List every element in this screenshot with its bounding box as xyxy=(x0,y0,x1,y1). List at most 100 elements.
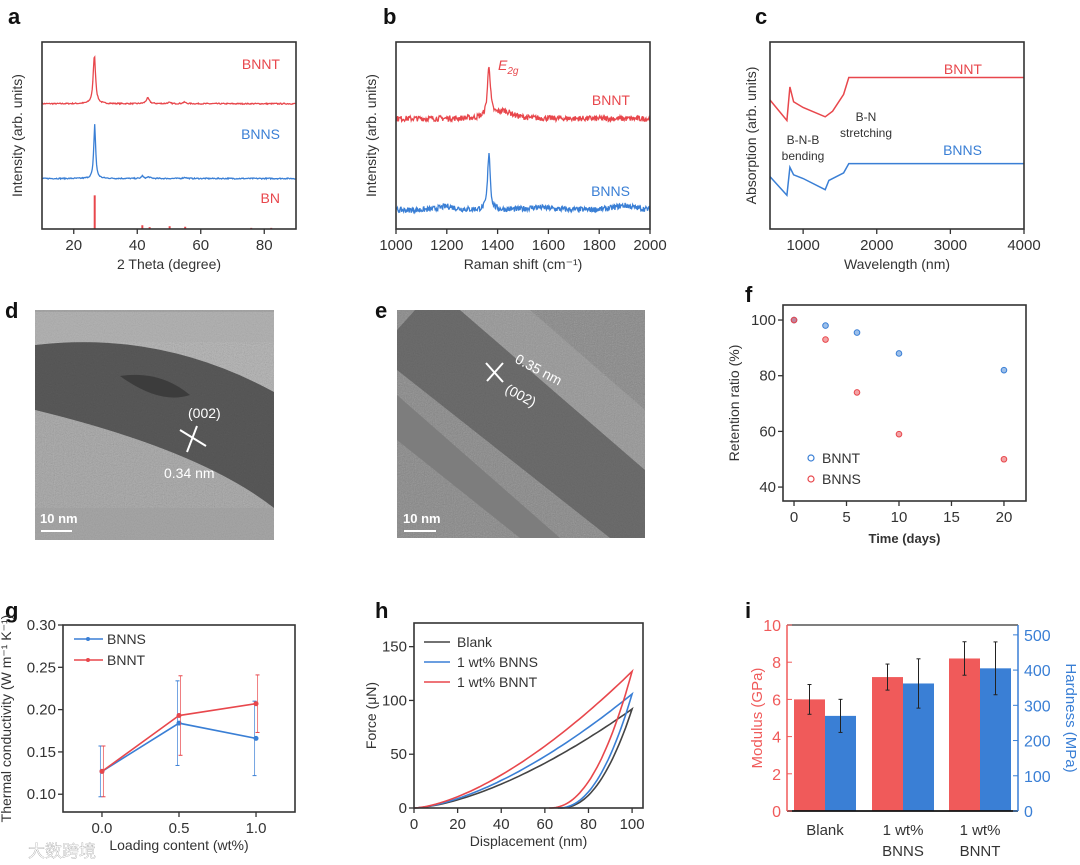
y-tick-label: 100 xyxy=(751,312,776,329)
panel-label-h: h xyxy=(375,598,388,623)
legend-label-bnns: BNNS xyxy=(822,471,861,487)
y-tick-label: 0.15 xyxy=(27,744,56,761)
e2g-subscript: 2g xyxy=(506,66,519,77)
y-axis-label-left: Modulus (GPa) xyxy=(749,668,766,769)
x-tick-label: 1400 xyxy=(481,237,514,254)
y-tick-label: 150 xyxy=(382,639,407,656)
series-line-bnnt xyxy=(395,66,651,124)
legend-label: 1 wt% BNNT xyxy=(457,674,538,690)
category-label: 1 wt% xyxy=(883,822,924,839)
y-tick-label-left: 8 xyxy=(772,655,781,672)
series-label-bnns: BNNS xyxy=(591,183,630,199)
x-tick-label: 5 xyxy=(842,509,850,526)
x-tick-label: 15 xyxy=(943,509,960,526)
y-tick-label: 0 xyxy=(399,800,407,817)
legend-label: Blank xyxy=(457,634,493,650)
x-tick-label: 1600 xyxy=(532,237,565,254)
series-line-bnns xyxy=(395,152,651,215)
series-label-bnnt: BNNT xyxy=(944,61,983,77)
category-label: BNNT xyxy=(960,843,1001,860)
panel-label-b: b xyxy=(383,4,396,29)
bar-modulus xyxy=(949,658,980,811)
bar-modulus xyxy=(794,699,825,811)
plot-frame xyxy=(62,624,296,813)
data-point-bnnt xyxy=(99,768,105,774)
x-axis-label: Displacement (nm) xyxy=(470,833,587,849)
plot-frame xyxy=(769,41,1025,230)
tem-image-e: 0.35 nm(002)10 nm xyxy=(397,310,645,538)
bar-modulus xyxy=(872,677,903,811)
x-tick-label: 1000 xyxy=(786,237,819,254)
y-tick-label-right: 0 xyxy=(1024,804,1033,821)
legend-marker xyxy=(86,637,90,641)
data-point-bnns xyxy=(853,389,861,396)
y-tick-label: 80 xyxy=(759,368,776,385)
series-label-bnns: BNNS xyxy=(241,126,280,142)
data-point-bnns xyxy=(253,735,259,741)
data-point-bnnt xyxy=(853,329,861,336)
legend-label-bnns: BNNS xyxy=(107,631,146,647)
lattice-marker xyxy=(186,425,198,453)
x-tick-label: 0.0 xyxy=(92,820,113,837)
panel-label-i: i xyxy=(745,598,751,623)
nanotube-wall xyxy=(397,310,645,538)
y-axis-label: Intensity (arb. units) xyxy=(9,74,25,197)
watermark: 大数跨境 xyxy=(28,842,96,861)
y-tick-label-right: 400 xyxy=(1024,663,1051,680)
x-tick-label: 2000 xyxy=(633,237,666,254)
y-tick-label: 60 xyxy=(759,423,776,440)
plot-frame xyxy=(782,304,1027,502)
y-tick-label-left: 2 xyxy=(772,767,781,784)
x-tick-label: 100 xyxy=(620,816,645,833)
x-tick-label: 1.0 xyxy=(246,820,267,837)
e2g-annotation: E2g xyxy=(498,57,519,77)
x-axis-label: Wavelength (nm) xyxy=(844,256,950,272)
series-line-bnnt xyxy=(769,76,1024,123)
x-tick-label: 40 xyxy=(129,237,146,254)
panel-label-g: g xyxy=(5,598,18,623)
x-tick-label: 1800 xyxy=(583,237,616,254)
data-point-bnns xyxy=(1000,455,1008,463)
data-point-bnnt xyxy=(822,322,829,329)
e2g-symbol: E xyxy=(498,57,508,73)
legend-label: 1 wt% BNNS xyxy=(457,654,538,670)
load-curve-blank xyxy=(413,706,634,809)
reference-label-bn: BN xyxy=(261,190,280,206)
data-point-bnns xyxy=(822,336,829,343)
band-annotation: bending xyxy=(782,149,825,163)
data-point-bnns xyxy=(790,316,798,324)
x-tick-label: 20 xyxy=(449,816,466,833)
plot-frame xyxy=(413,622,644,809)
series-label-bnns: BNNS xyxy=(943,142,982,158)
x-tick-label: 60 xyxy=(192,237,209,254)
data-point-bnnt xyxy=(176,713,182,719)
y-tick-label-left: 6 xyxy=(772,692,781,709)
scale-bar-label: 10 nm xyxy=(403,511,441,526)
panel-c-chart: BNNT BNNS B-N-B bending B-N stretching 1000 200… xyxy=(743,41,1041,272)
x-tick-label: 0.5 xyxy=(169,820,190,837)
x-axis-label: 2 Theta (degree) xyxy=(117,256,221,272)
series-line-bnnt xyxy=(41,55,296,106)
series-line-bnns xyxy=(769,162,1024,198)
y-tick-label: 0.30 xyxy=(27,617,56,634)
y-tick-label: 100 xyxy=(382,692,407,709)
nanotube-edge xyxy=(397,395,560,538)
y-tick-label: 0.10 xyxy=(27,786,56,803)
lattice-marker xyxy=(486,362,504,382)
panel-label-a: a xyxy=(8,4,21,29)
y-tick-label-right: 500 xyxy=(1024,628,1051,645)
plot-frame xyxy=(41,41,297,230)
y-axis-label: Intensity (arb. units) xyxy=(363,74,379,197)
panel-label-d: d xyxy=(5,298,18,323)
band-annotation: B-N xyxy=(856,110,877,124)
x-tick-label: 4000 xyxy=(1007,237,1040,254)
x-tick-label: 0 xyxy=(410,816,418,833)
nanosheet-dark-region xyxy=(120,374,190,398)
band-annotation: B-N-B xyxy=(787,133,820,147)
x-tick-label: 10 xyxy=(891,509,908,526)
panel-g-chart: BNNS BNNT 0.0 0.5 1.0 0.10 0.15 0.20 0.25 0.30 Loa… xyxy=(0,615,296,853)
x-axis-label: Raman shift (cm⁻¹) xyxy=(464,256,583,272)
category-label: BNNS xyxy=(882,843,924,860)
